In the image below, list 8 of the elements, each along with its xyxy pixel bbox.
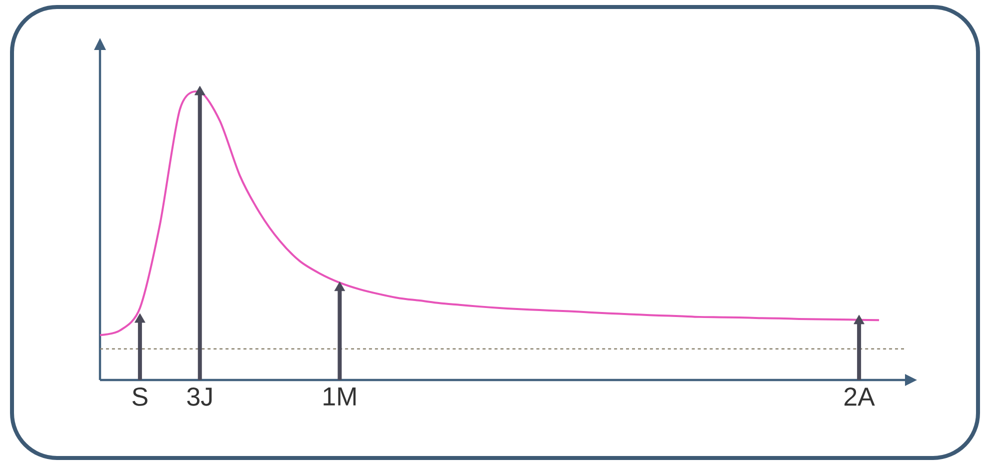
point — [854, 314, 864, 324]
point — [334, 282, 346, 292]
x-tick-label: 3J — [187, 388, 212, 406]
x-tick-label: 1M — [324, 388, 356, 406]
x-tick-label: 2A — [844, 388, 875, 406]
x-tick-label: S — [132, 388, 148, 406]
point — [134, 313, 146, 323]
point — [194, 86, 206, 96]
